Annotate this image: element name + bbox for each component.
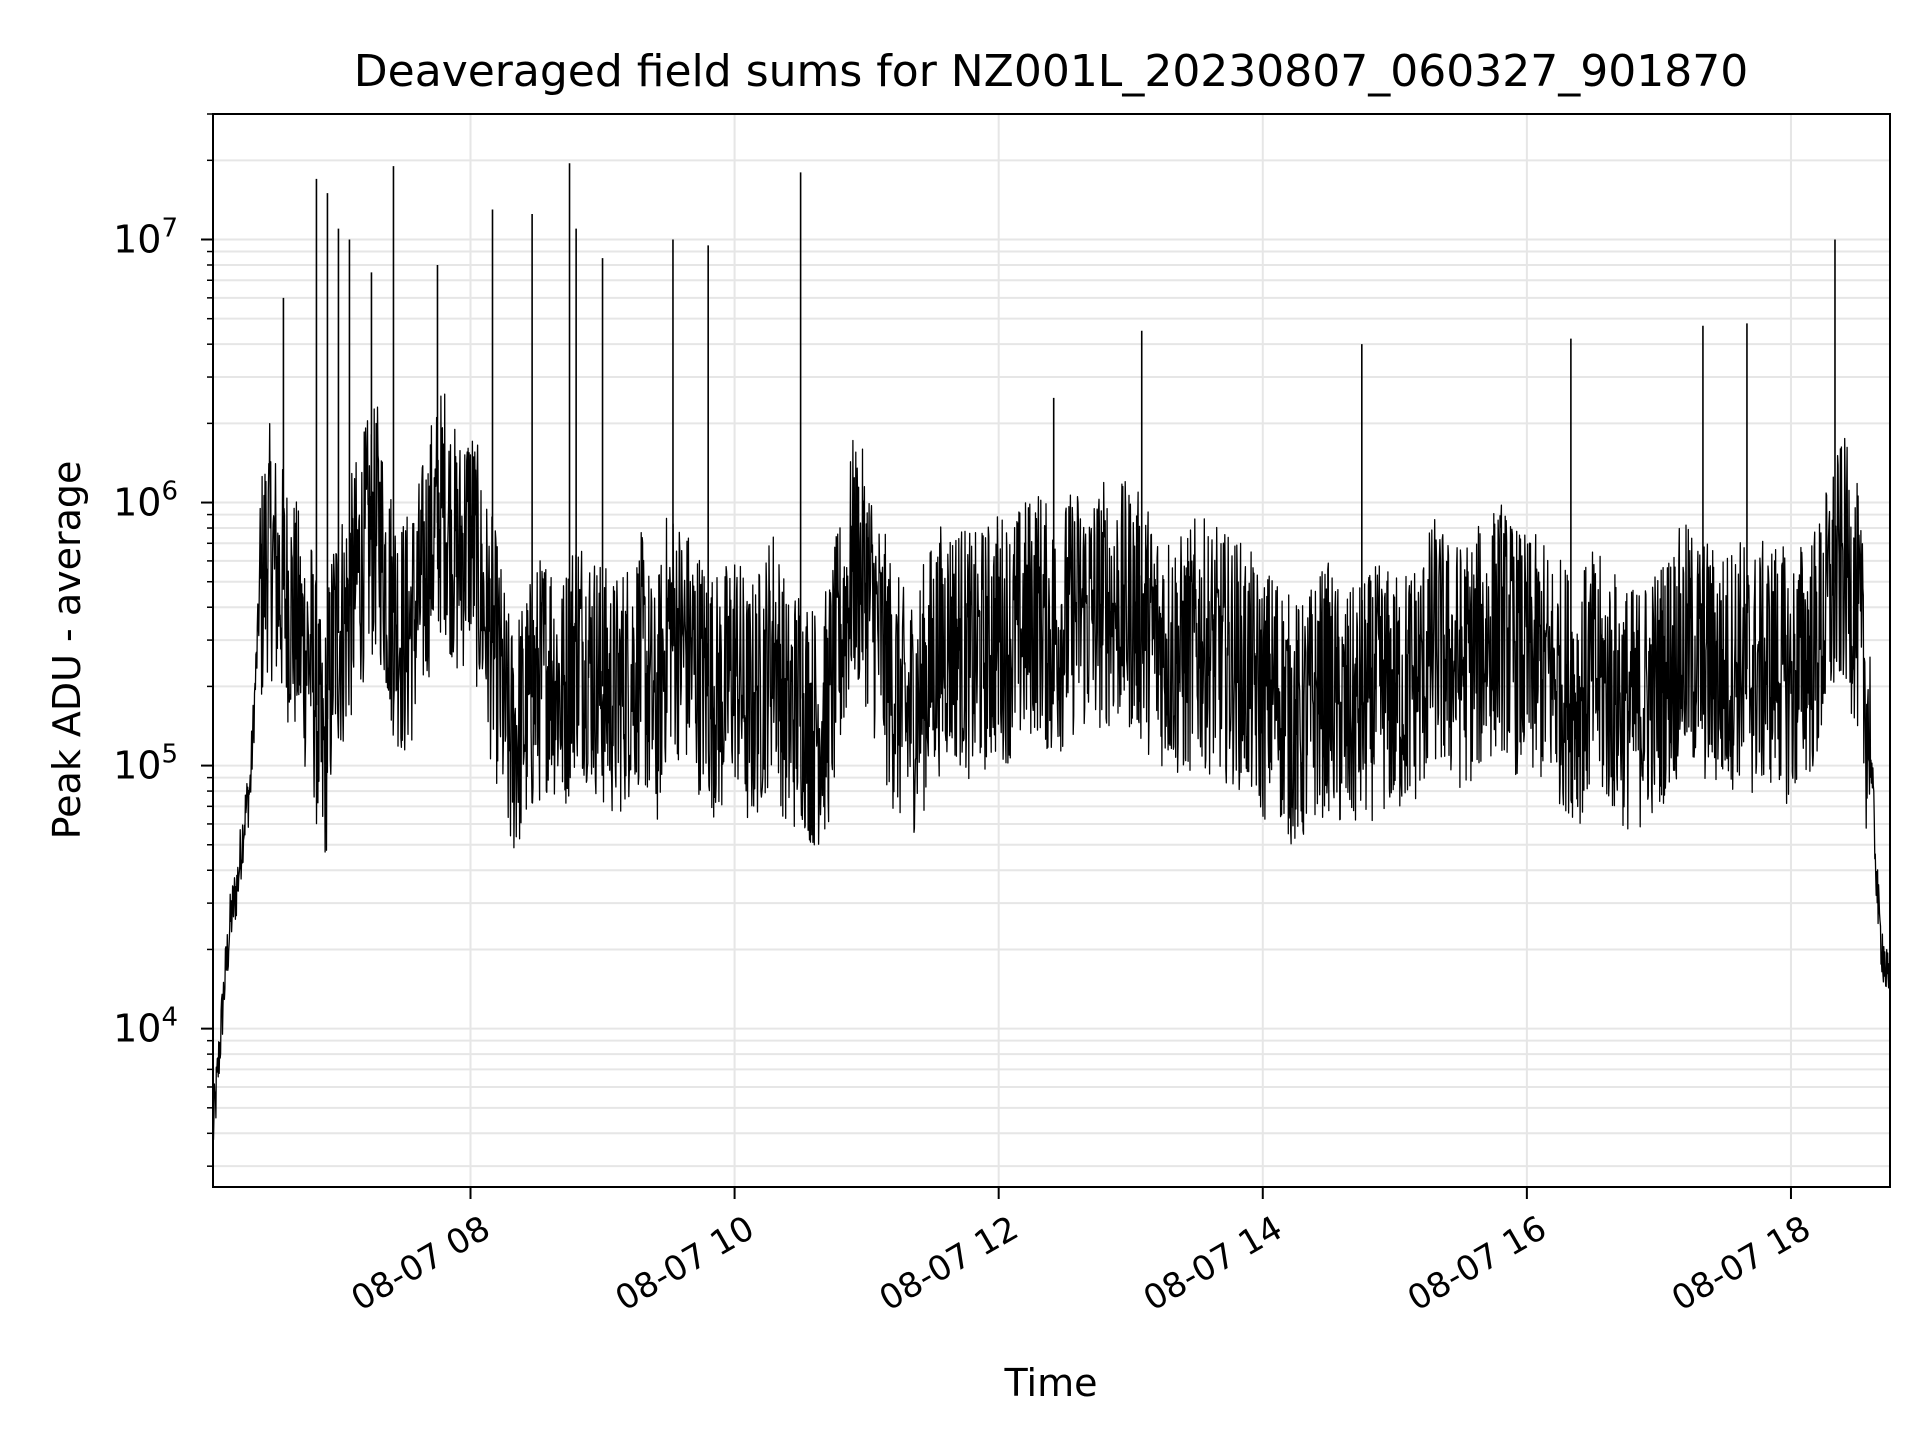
y-tick-base: 10 [113,481,161,525]
y-tick-exponent: 6 [161,477,178,507]
series-layer [212,163,1891,1141]
y-tick-base: 10 [113,744,161,788]
y-tick-label: 104 [113,1003,178,1051]
y-axis-label: Peak ADU - average [45,461,89,840]
plot-frame [212,113,1891,1188]
y-tick-base: 10 [113,218,161,262]
y-tick-exponent: 4 [161,1003,178,1033]
y-tick-label: 106 [113,477,178,525]
grid-layer [213,113,1890,1187]
y-tick-base: 10 [113,1007,161,1051]
y-tick-label: 105 [113,740,178,788]
y-tick-exponent: 7 [161,214,178,244]
y-tick-label: 107 [113,214,178,262]
y-tick-exponent: 5 [161,740,178,770]
x-axis-label: Time [1004,1361,1098,1405]
chart-title: Deaveraged field sums for NZ001L_2023080… [354,46,1748,97]
